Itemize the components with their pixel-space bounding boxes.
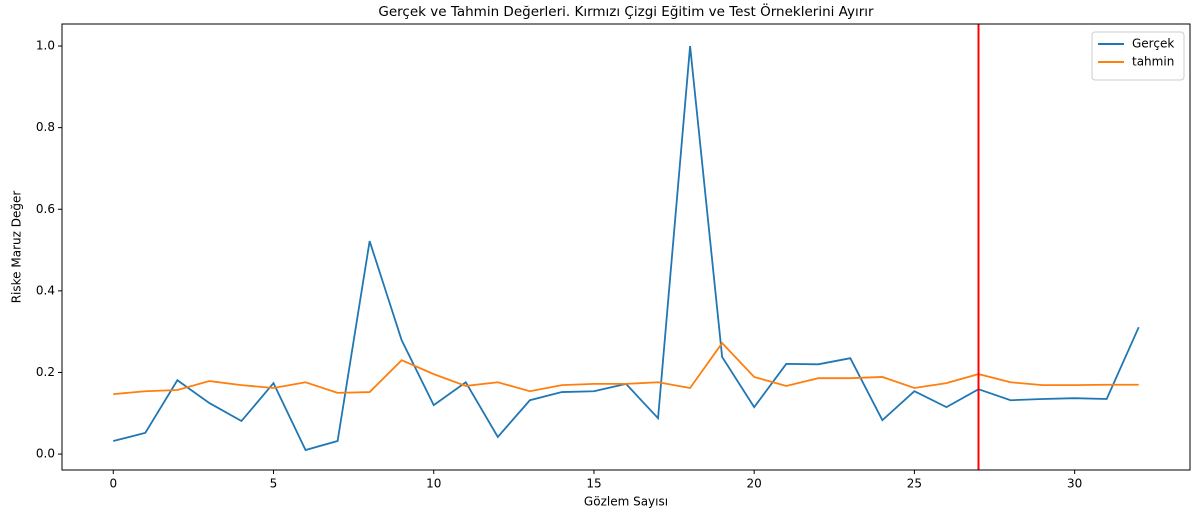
series-line xyxy=(113,45,1140,452)
y-tick-label: 0.0 xyxy=(36,447,55,461)
x-tick-label: 5 xyxy=(270,477,278,491)
x-axis-label: Gözlem Sayısı xyxy=(584,495,668,509)
x-tick-label: 25 xyxy=(907,477,922,491)
chart-title: Gerçek ve Tahmin Değerleri. Kırmızı Çizg… xyxy=(378,2,874,20)
y-tick-label: 0.4 xyxy=(36,283,55,297)
x-tick-label: 15 xyxy=(586,477,601,491)
y-axis-label: Riske Maruz Değer xyxy=(10,191,24,304)
y-tick-label: 0.2 xyxy=(36,365,55,379)
x-tick-label: 20 xyxy=(747,477,762,491)
x-tick-label: 10 xyxy=(426,477,441,491)
y-tick-label: 0.6 xyxy=(36,202,55,216)
series-line xyxy=(113,341,1139,395)
legend-label: Gerçek xyxy=(1132,37,1174,51)
x-tick-label: 30 xyxy=(1067,477,1082,491)
x-tick-label: 0 xyxy=(109,477,117,491)
legend-label: tahmin xyxy=(1132,55,1174,69)
y-tick-label: 0.8 xyxy=(36,120,55,134)
y-tick-label: 1.0 xyxy=(36,39,55,53)
axes-frame xyxy=(61,23,1191,471)
